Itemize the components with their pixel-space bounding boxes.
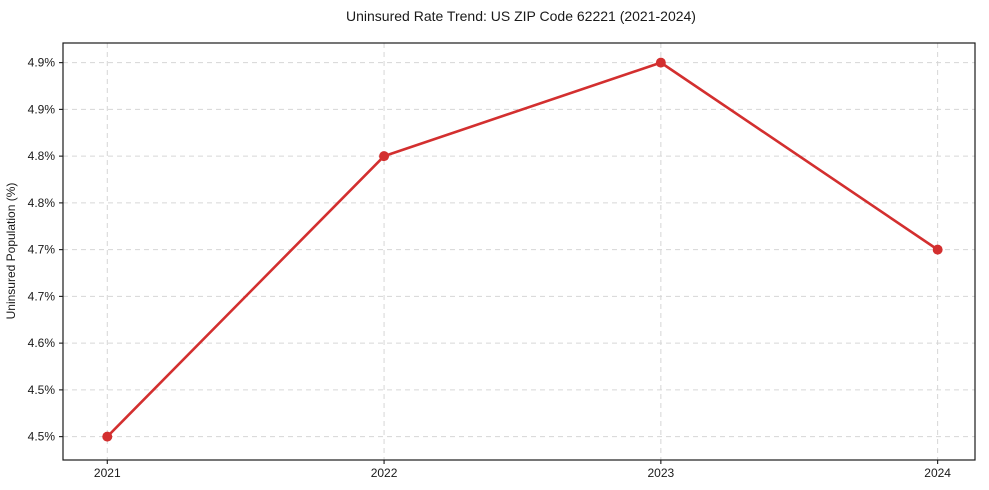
data-point-2024: [932, 244, 943, 255]
y-tick-label: 4.8%: [28, 196, 56, 210]
x-tick-label: 2024: [924, 466, 951, 480]
data-point-2023: [655, 57, 666, 68]
tick-layer: [59, 62, 939, 464]
tick-label-layer: 4.5% 4.5% 4.6% 4.7% 4.7% 4.8% 4.8% 4.9% 4.9% 2021…: [28, 56, 952, 480]
data-point-2021: [102, 431, 113, 442]
x-tick-label: 2023: [647, 466, 674, 480]
y-tick-label: 4.9%: [28, 102, 56, 116]
y-tick-label: 4.5%: [28, 383, 56, 397]
x-tick-label: 2021: [94, 466, 121, 480]
y-axis-label: Uninsured Population (%): [4, 183, 18, 320]
x-tick-label: 2022: [371, 466, 398, 480]
plot-border: [62, 42, 976, 461]
data-point-2022: [379, 151, 390, 162]
y-tick-label: 4.6%: [28, 336, 56, 350]
chart-title: Uninsured Rate Trend: US ZIP Code 62221 …: [346, 8, 696, 24]
y-tick-label: 4.9%: [28, 56, 56, 70]
trend-line-series: [102, 57, 943, 442]
y-tick-label: 4.7%: [28, 289, 56, 303]
trend-line: [105, 61, 939, 438]
y-tick-label: 4.8%: [28, 149, 56, 163]
y-tick-label: 4.5%: [28, 430, 56, 444]
grid-layer: [63, 43, 975, 460]
y-tick-label: 4.7%: [28, 243, 56, 257]
